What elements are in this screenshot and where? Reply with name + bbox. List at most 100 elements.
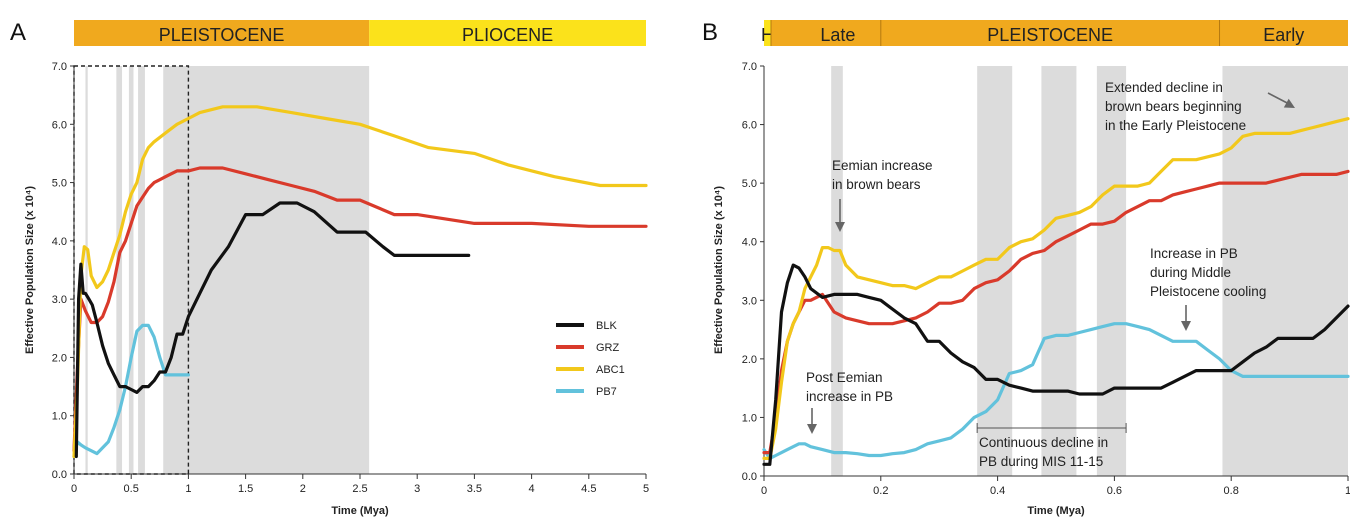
annotation-0-line-1: in brown bears — [832, 177, 921, 192]
x-axis-title-a: Time (Mya) — [331, 505, 389, 517]
shaded-interval-0 — [831, 66, 843, 476]
epoch-label-1: PLIOCENE — [462, 25, 553, 45]
x-tick-label-9: 4.5 — [581, 483, 596, 495]
y-tick-label-6: 6.0 — [742, 120, 757, 132]
y-tick-label-7: 7.0 — [52, 61, 67, 73]
arrow-extended-decline-shaft — [1267, 92, 1290, 105]
annotation-2: Increase in PB during Middle Pleistocene c… — [1150, 246, 1266, 299]
y-tick-label-2: 2.0 — [742, 354, 757, 366]
annotation-4-line-0: Continuous decline in — [979, 435, 1108, 450]
shaded-interval-1 — [116, 66, 123, 474]
epoch-label-2: PLEISTOCENE — [987, 25, 1113, 45]
annotation-1-line-1: brown bears beginning — [1105, 99, 1242, 114]
epoch-band-0 — [74, 20, 370, 46]
x-tick-label-0: 0 — [71, 483, 77, 495]
shaded-interval-1 — [977, 66, 1013, 476]
annotation-3-line-1: increase in PB — [806, 389, 893, 404]
series-line-grz — [762, 169, 1350, 455]
annotation-0: Eemian increase in brown bears — [832, 158, 933, 192]
legend-label-abc1: ABC1 — [596, 364, 625, 376]
annotations-b: Eemian increase in brown bears Extended de… — [806, 80, 1295, 469]
x-tick-label-3: 1.5 — [238, 483, 253, 495]
epoch-band-3 — [1219, 20, 1348, 46]
epoch-band-2 — [880, 20, 1220, 46]
shaded-interval-3 — [1096, 66, 1127, 476]
y-tick-label-6: 6.0 — [52, 119, 67, 131]
y-tick-label-0: 0.0 — [52, 469, 67, 481]
x-tick-label-8: 4 — [529, 483, 535, 495]
y-tick-label-1: 1.0 — [52, 411, 67, 423]
x-tick-label-1: 0.2 — [873, 485, 888, 497]
series-a — [72, 105, 648, 459]
x-tick-label-10: 5 — [643, 483, 649, 495]
y-tick-label-1: 1.0 — [742, 412, 757, 424]
shaded-interval-2 — [1041, 66, 1077, 476]
series-line-abc1 — [762, 117, 1350, 460]
x-tick-label-1: 0.5 — [124, 483, 139, 495]
y-tick-label-4: 4.0 — [742, 237, 757, 249]
series-line-pb7 — [762, 322, 1350, 460]
y-tick-label-0: 0.0 — [742, 471, 757, 483]
y-axis-title-b: Effective Population Size (x 10⁴) — [713, 186, 725, 354]
x-tick-label-3: 0.6 — [1107, 485, 1122, 497]
series-line-grz — [72, 166, 648, 453]
y-tick-label-3: 3.0 — [52, 294, 67, 306]
epoch-bar-b: H Late PLEISTOCENE Early — [761, 20, 1348, 46]
x-tick-label-4: 0.8 — [1224, 485, 1239, 497]
shaded-intervals-a — [85, 66, 370, 474]
annotation-1: Extended decline in brown bears beginning… — [1105, 80, 1246, 133]
shaded-interval-0 — [85, 66, 88, 474]
x-tick-label-2: 1 — [185, 483, 191, 495]
epoch-band-0 — [764, 20, 772, 46]
y-tick-label-7: 7.0 — [742, 61, 757, 73]
shaded-interval-3 — [138, 66, 145, 474]
annotation-3-line-0: Post Eemian — [806, 370, 883, 385]
epoch-band-1 — [771, 20, 881, 46]
shaded-intervals-b — [831, 66, 1348, 476]
zoom-box-a — [73, 65, 190, 475]
annotation-4: Continuous decline in PB during MIS 11-15 — [979, 435, 1108, 469]
x-tick-label-2: 0.4 — [990, 485, 1005, 497]
axes-a: 0 0.5 1 1.5 2 2.5 3 3.5 4 4.5 5 0.0 1.0 2.0 3.0 4.0 5.0 6… — [52, 61, 649, 495]
y-tick-label-3: 3.0 — [742, 295, 757, 307]
y-tick-label-2: 2.0 — [52, 352, 67, 364]
series-b — [762, 117, 1350, 466]
epoch-label-0: PLEISTOCENE — [159, 25, 285, 45]
arrow-eemian-head — [835, 222, 845, 232]
arrow-extended-decline-head — [1283, 98, 1295, 108]
annotation-1-line-2: in the Early Pleistocene — [1105, 118, 1246, 133]
panel-a: A PLEISTOCENE PLIOCENE 0 0.5 1 1.5 2 2.5 3 3.5 4 4… — [10, 19, 649, 517]
axes-b: 0 0.2 0.4 0.6 0.8 1 0.0 1.0 2.0 3.0 4.0 5.0 6.0 7.0 — [742, 61, 1350, 497]
zoom-box — [73, 65, 190, 475]
legend-label-blk: BLK — [596, 320, 617, 332]
legend-label-pb7: PB7 — [596, 386, 617, 398]
y-tick-label-5: 5.0 — [52, 178, 67, 190]
shaded-interval-2 — [128, 66, 134, 474]
annotation-2-line-2: Pleistocene cooling — [1150, 284, 1266, 299]
epoch-label-1: Late — [820, 25, 855, 45]
annotation-3: Post Eemian increase in PB — [806, 370, 893, 404]
x-tick-label-6: 3 — [414, 483, 420, 495]
series-line-blk — [762, 263, 1350, 466]
arrow-mid-pleistocene-head — [1181, 321, 1191, 331]
epoch-band-1 — [369, 20, 646, 46]
epoch-label-3: Early — [1263, 25, 1304, 45]
y-tick-label-5: 5.0 — [742, 178, 757, 190]
x-tick-label-5: 1 — [1345, 485, 1350, 497]
annotation-1-line-0: Extended decline in — [1105, 80, 1223, 95]
series-line-blk — [74, 201, 471, 459]
series-line-abc1 — [72, 105, 648, 459]
panel-label-a: A — [10, 19, 26, 46]
x-axis-title-b: Time (Mya) — [1027, 505, 1085, 517]
arrow-post-eemian-head — [807, 424, 817, 434]
x-tick-label-7: 3.5 — [467, 483, 482, 495]
panel-b: B H Late PLEISTOCENE Early 0 0.2 0.4 0.6 0.8 10.… — [702, 19, 1350, 517]
x-tick-label-4: 2 — [300, 483, 306, 495]
x-tick-label-0: 0 — [761, 485, 767, 497]
annotation-2-line-0: Increase in PB — [1150, 246, 1238, 261]
epoch-bar-a: PLEISTOCENE PLIOCENE — [74, 20, 646, 46]
legend-a: BLK GRZ ABC1 PB7 — [556, 320, 625, 398]
annotation-0-line-0: Eemian increase — [832, 158, 933, 173]
annotation-2-line-1: during Middle — [1150, 265, 1231, 280]
